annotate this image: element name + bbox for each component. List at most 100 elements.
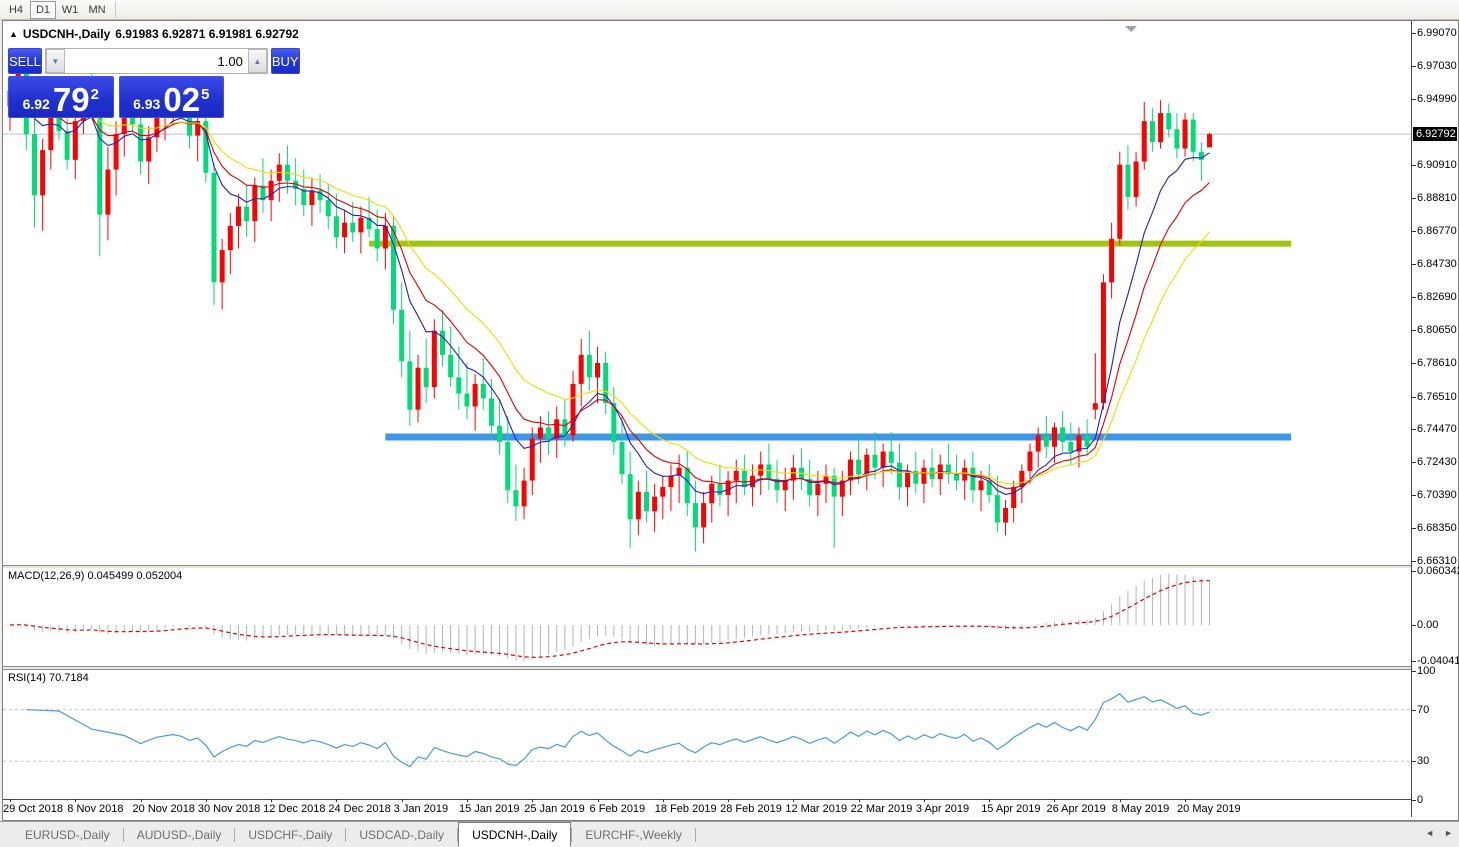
price-tick-mark bbox=[1412, 561, 1416, 562]
time-tick-mark bbox=[858, 799, 860, 802]
timeframe-button-d1[interactable]: D1 bbox=[30, 0, 56, 19]
buy-price-prefix: 6.93 bbox=[133, 96, 161, 112]
price-tick-label: 6.78610 bbox=[1417, 356, 1457, 369]
buy-price-pip: 5 bbox=[201, 86, 210, 103]
rsi-tick-label: 100 bbox=[1417, 665, 1436, 677]
time-tick-label: 15 Jan 2019 bbox=[458, 803, 520, 815]
time-tick-mark bbox=[271, 799, 273, 802]
price-tick-mark bbox=[1412, 65, 1416, 67]
time-tick-mark bbox=[10, 799, 11, 802]
price-tick-label: 6.86770 bbox=[1417, 225, 1457, 238]
rsi-indicator-pane[interactable]: RSI(14) 70.7184 bbox=[3, 670, 1411, 800]
chart-window: ▲ USDCNH-,Daily 6.91983 6.92871 6.91981 … bbox=[2, 20, 1459, 821]
time-axis[interactable]: 29 Oct 2018 8 Nov 2018 20 Nov 2018 30 Nov 2… bbox=[3, 799, 1411, 818]
tab-scroll-right-icon[interactable]: ► bbox=[1444, 828, 1453, 838]
volume-input[interactable] bbox=[64, 49, 248, 73]
price-tick-mark bbox=[1412, 33, 1416, 34]
price-tick-mark bbox=[1412, 264, 1416, 266]
chart-tab-eurchf[interactable]: EURCHF-,Weekly bbox=[585, 827, 682, 842]
time-tick-mark bbox=[401, 799, 403, 802]
time-tick-label: 20 Nov 2018 bbox=[132, 803, 195, 815]
price-chart-pane[interactable]: ▲ USDCNH-,Daily 6.91983 6.92871 6.91981 … bbox=[3, 25, 1411, 565]
price-tick-mark bbox=[1412, 362, 1416, 364]
buy-quote-box[interactable]: 6.93 02 5 bbox=[118, 76, 224, 118]
time-tick-label: 25 Jan 2019 bbox=[524, 803, 585, 815]
rsi-tick-mark bbox=[1412, 800, 1416, 801]
time-tick-mark bbox=[1054, 799, 1056, 802]
price-axis[interactable]: 6.92792 6.99070 6.97030 6.94990 6.90910 6.88… bbox=[1411, 21, 1459, 817]
price-tick-label: 6.84730 bbox=[1417, 258, 1457, 271]
candlestick-chart[interactable] bbox=[3, 25, 1411, 565]
price-tick-label: 6.66310 bbox=[1417, 555, 1457, 567]
macd-chart[interactable] bbox=[3, 568, 1411, 666]
chart-tab-eurusd[interactable]: EURUSD-,Daily bbox=[25, 827, 110, 842]
price-tick-mark bbox=[1412, 164, 1416, 166]
timeframe-button-h4[interactable]: H4 bbox=[8, 3, 24, 16]
time-tick-mark bbox=[336, 799, 338, 802]
time-tick-label: 6 Feb 2019 bbox=[589, 803, 646, 815]
tab-separator bbox=[571, 827, 573, 842]
buy-price-big: 02 bbox=[163, 81, 201, 118]
rsi-tick-label: 70 bbox=[1417, 703, 1430, 716]
buy-button[interactable]: BUY bbox=[270, 48, 300, 74]
volume-increase-button[interactable]: ▲ bbox=[247, 49, 267, 73]
time-tick-mark bbox=[75, 799, 77, 802]
time-tick-label: 12 Dec 2018 bbox=[263, 803, 326, 815]
chart-tab-usdchf[interactable]: USDCHF-,Daily bbox=[248, 827, 333, 842]
price-tick-label: 6.97030 bbox=[1417, 59, 1457, 72]
time-tick-label: 12 Mar 2019 bbox=[785, 803, 848, 815]
macd-tick-label: 0.00 bbox=[1417, 619, 1439, 631]
macd-tick-label: -0.040415 bbox=[1417, 655, 1459, 668]
price-tick-label: 6.76510 bbox=[1417, 390, 1457, 403]
time-tick-mark bbox=[140, 799, 142, 802]
rsi-tick-label: 30 bbox=[1417, 755, 1430, 768]
pane-splitter[interactable] bbox=[3, 666, 1456, 670]
price-tick-mark bbox=[1412, 495, 1416, 497]
time-tick-label: 28 Feb 2019 bbox=[720, 803, 782, 815]
chart-tab-usdcnh[interactable]: USDCNH-,Daily bbox=[458, 822, 572, 847]
chart-tab-audusd[interactable]: AUDUSD-,Daily bbox=[136, 827, 222, 842]
time-tick-label: 3 Apr 2019 bbox=[915, 803, 970, 815]
price-tick-label: 6.88810 bbox=[1417, 192, 1457, 205]
rsi-tick-mark bbox=[1412, 671, 1416, 672]
price-tick-mark bbox=[1412, 329, 1416, 331]
price-tick-mark bbox=[1412, 462, 1416, 464]
timeframe-button-w1[interactable]: W1 bbox=[61, 3, 79, 16]
time-tick-mark bbox=[466, 799, 468, 802]
chart-ohlc-quote: 6.91983 6.92871 6.91981 6.92792 bbox=[115, 27, 299, 41]
macd-tick-mark bbox=[1412, 661, 1416, 663]
tab-scroll-left-icon[interactable]: ◄ bbox=[1425, 828, 1435, 838]
sell-quote-box[interactable]: 6.92 79 2 bbox=[8, 76, 114, 118]
time-tick-mark bbox=[989, 799, 991, 802]
volume-stepper: ▼ ▲ bbox=[44, 48, 268, 74]
time-tick-mark bbox=[1185, 799, 1187, 802]
time-tick-label: 20 May 2019 bbox=[1177, 803, 1241, 815]
price-tick-label: 6.68350 bbox=[1417, 522, 1457, 535]
volume-decrease-button[interactable]: ▼ bbox=[45, 49, 65, 73]
price-tick-label: 6.74470 bbox=[1417, 423, 1457, 436]
chart-tab-usdcad[interactable]: USDCAD-,Daily bbox=[359, 827, 445, 842]
tab-separator bbox=[694, 827, 696, 842]
rsi-tick-label: 0 bbox=[1417, 794, 1424, 806]
time-tick-mark bbox=[923, 799, 925, 802]
toolbar-separator bbox=[115, 1, 116, 18]
price-tick-label: 6.70390 bbox=[1417, 489, 1457, 502]
time-tick-mark bbox=[532, 799, 534, 802]
collapse-panel-icon[interactable]: ▲ bbox=[9, 29, 18, 39]
timeframe-button-mn[interactable]: MN bbox=[88, 3, 106, 16]
timeframe-toolbar: H4 D1 W1 MN bbox=[0, 0, 1459, 20]
sell-button[interactable]: SELL bbox=[8, 48, 42, 74]
chart-symbol-label: USDCNH-,Daily bbox=[22, 27, 111, 41]
macd-label: MACD(12,26,9) 0.045499 0.052004 bbox=[8, 570, 183, 582]
macd-tick-mark bbox=[1412, 571, 1416, 573]
price-tick-label: 6.99070 bbox=[1417, 27, 1457, 39]
time-tick-label: 18 Feb 2019 bbox=[654, 803, 717, 815]
price-tick-mark bbox=[1412, 528, 1416, 530]
tab-separator bbox=[234, 827, 236, 842]
time-tick-mark bbox=[1119, 799, 1121, 802]
rsi-chart[interactable] bbox=[3, 670, 1411, 800]
macd-indicator-pane[interactable]: MACD(12,26,9) 0.045499 0.052004 bbox=[3, 568, 1411, 666]
rsi-tick-mark bbox=[1412, 761, 1416, 763]
macd-tick-mark bbox=[1412, 625, 1416, 626]
price-tick-mark bbox=[1412, 297, 1416, 298]
